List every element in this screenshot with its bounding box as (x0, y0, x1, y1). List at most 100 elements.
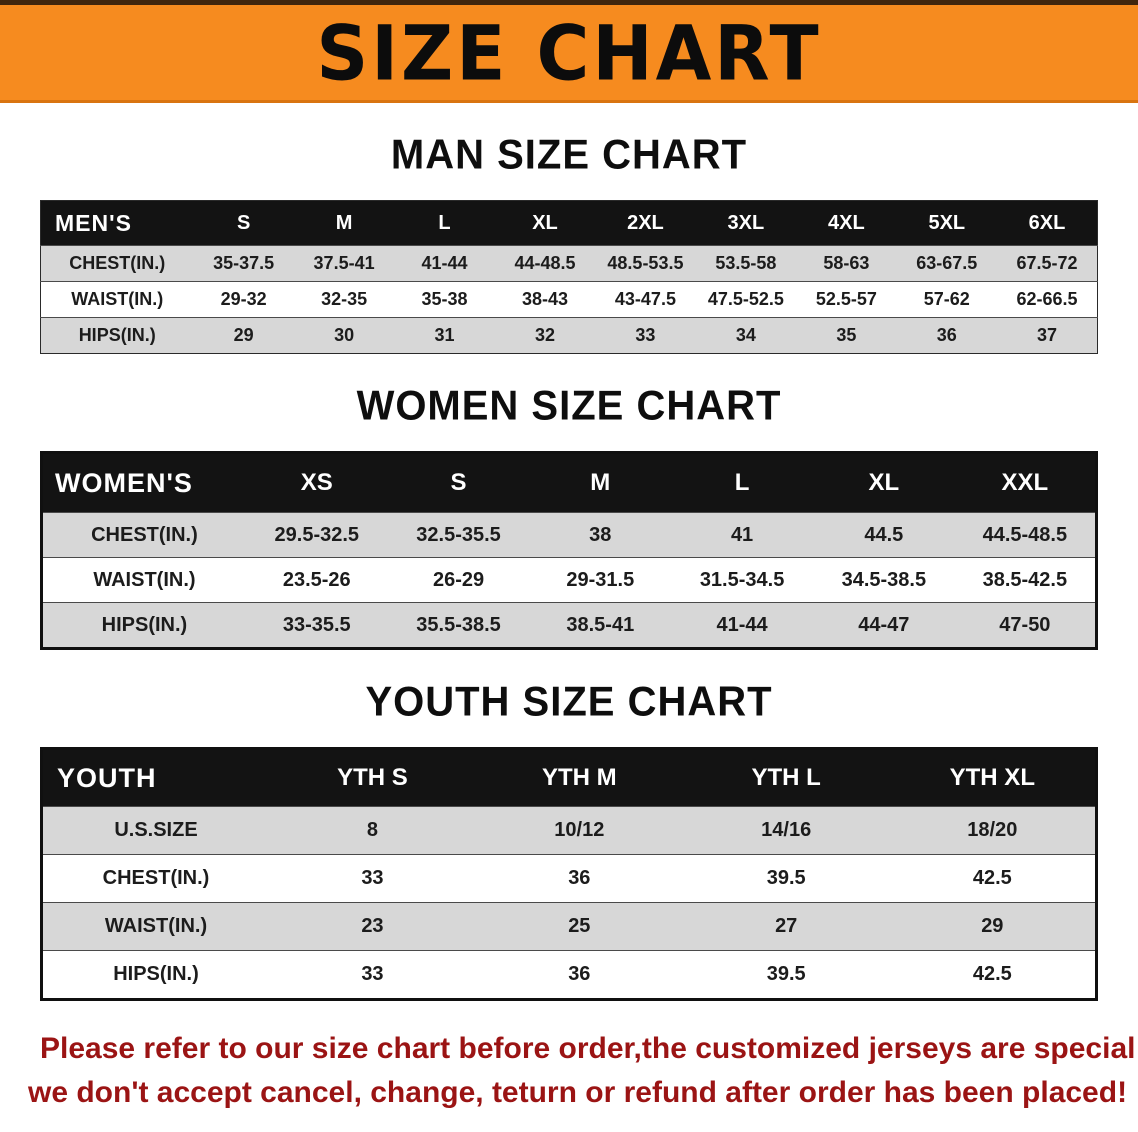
disclaimer-line-1: Please refer to our size chart before or… (40, 1032, 1138, 1065)
cell: 31 (394, 317, 495, 354)
table-row: CHEST(IN.) 33 36 39.5 42.5 (41, 854, 1097, 903)
size-column-header: YTH XL (889, 748, 1097, 807)
size-chart-banner: SIZE CHART (0, 0, 1138, 103)
cell: 29 (889, 902, 1097, 951)
cell: 35-37.5 (193, 245, 294, 282)
cell: 41-44 (671, 602, 813, 649)
row-label: WAIST(IN.) (41, 902, 269, 951)
cell: 38-43 (494, 281, 596, 318)
table-row: WAIST(IN.) 23 25 27 29 (41, 902, 1097, 951)
cell: 53.5-58 (695, 245, 797, 282)
cell: 57-62 (896, 281, 998, 318)
cell: 58-63 (796, 245, 897, 282)
table-row: HIPS(IN.) 33-35.5 35.5-38.5 38.5-41 41-44 44-… (41, 602, 1097, 649)
size-column-header: 2XL (595, 200, 696, 246)
header-row: MEN'S S M L XL 2XL 3XL 4XL 5XL 6XL (40, 200, 1098, 246)
cell: 38.5-42.5 (954, 557, 1097, 603)
cell: 36 (475, 854, 683, 903)
cell: 29-31.5 (529, 557, 672, 603)
cell: 39.5 (682, 854, 890, 903)
size-column-header: YTH L (682, 748, 890, 807)
cell: 35-38 (394, 281, 495, 318)
size-column-header: L (394, 200, 495, 246)
cell: 37 (997, 317, 1098, 354)
size-column-header: 6XL (997, 200, 1098, 246)
cell: 37.5-41 (293, 245, 395, 282)
cell: 26-29 (387, 557, 530, 603)
cell: 42.5 (889, 854, 1097, 903)
cell: 23.5-26 (245, 557, 388, 603)
cell: 8 (269, 806, 476, 855)
table-row: CHEST(IN.) 29.5-32.5 32.5-35.5 38 41 44.5 44.5… (41, 512, 1097, 558)
cell: 29-32 (193, 281, 294, 318)
cell: 67.5-72 (997, 245, 1098, 282)
cell: 41 (671, 512, 813, 558)
cell: 38 (529, 512, 672, 558)
disclaimer-line-2: we don't accept cancel, change, teturn o… (28, 1075, 1128, 1109)
cell: 25 (475, 902, 683, 951)
cell: 44-48.5 (494, 245, 596, 282)
cell: 43-47.5 (595, 281, 696, 318)
size-column-header: S (387, 452, 530, 513)
table-title: WOMEN'S (41, 452, 246, 513)
cell: 23 (269, 902, 476, 951)
cell: 36 (475, 950, 683, 1000)
row-label: CHEST(IN.) (41, 854, 269, 903)
cell: 44.5 (812, 512, 955, 558)
cell: 62-66.5 (997, 281, 1098, 318)
cell: 42.5 (889, 950, 1097, 1000)
disclaimer-note: Please refer to our size chart before or… (28, 1027, 1138, 1114)
cell: 33 (269, 950, 476, 1000)
table-row: HIPS(IN.) 33 36 39.5 42.5 (41, 950, 1097, 1000)
cell: 47.5-52.5 (695, 281, 797, 318)
cell: 36 (896, 317, 998, 354)
women-size-table: WOMEN'S XS S M L XL XXL CHEST(IN.) 29.5-32.5 32.5… (40, 451, 1098, 650)
cell: 31.5-34.5 (671, 557, 813, 603)
men-size-table: MEN'S S M L XL 2XL 3XL 4XL 5XL 6XL CHEST(IN.) 35-37… (40, 200, 1098, 354)
cell: 18/20 (889, 806, 1097, 855)
cell: 27 (682, 902, 890, 951)
cell: 10/12 (475, 806, 683, 855)
size-column-header: M (529, 452, 672, 513)
row-label: WAIST(IN.) (40, 281, 194, 318)
cell: 32 (494, 317, 596, 354)
size-column-header: XS (245, 452, 388, 513)
cell: 41-44 (394, 245, 495, 282)
cell: 29.5-32.5 (245, 512, 388, 558)
page-title: SIZE CHART (316, 8, 822, 97)
table-row: HIPS(IN.) 29 30 31 32 33 34 35 36 37 (40, 317, 1098, 354)
size-column-header: S (193, 200, 294, 246)
size-column-header: XL (812, 452, 955, 513)
header-row: YOUTH YTH S YTH M YTH L YTH XL (41, 748, 1097, 807)
size-column-header: 4XL (796, 200, 897, 246)
size-column-header: 5XL (896, 200, 998, 246)
size-column-header: L (671, 452, 813, 513)
table-row: WAIST(IN.) 23.5-26 26-29 29-31.5 31.5-34.5 34… (41, 557, 1097, 603)
size-column-header: XXL (954, 452, 1097, 513)
cell: 33 (595, 317, 696, 354)
cell: 33-35.5 (245, 602, 388, 649)
size-column-header: M (293, 200, 395, 246)
cell: 44-47 (812, 602, 955, 649)
table-row: CHEST(IN.) 35-37.5 37.5-41 41-44 44-48.5 48.5… (40, 245, 1098, 282)
row-label: CHEST(IN.) (40, 245, 194, 282)
cell: 33 (269, 854, 476, 903)
cell: 63-67.5 (896, 245, 998, 282)
cell: 14/16 (682, 806, 890, 855)
cell: 29 (193, 317, 294, 354)
row-label: U.S.SIZE (41, 806, 269, 855)
size-column-header: XL (494, 200, 596, 246)
cell: 32-35 (293, 281, 395, 318)
youth-size-table: YOUTH YTH S YTH M YTH L YTH XL U.S.SIZE 8 10/12… (40, 747, 1098, 1001)
cell: 39.5 (682, 950, 890, 1000)
cell: 30 (293, 317, 395, 354)
row-label: HIPS(IN.) (40, 317, 194, 354)
cell: 48.5-53.5 (595, 245, 696, 282)
cell: 34 (695, 317, 797, 354)
row-label: WAIST(IN.) (41, 557, 246, 603)
row-label: CHEST(IN.) (41, 512, 246, 558)
row-label: HIPS(IN.) (41, 950, 269, 1000)
cell: 38.5-41 (529, 602, 672, 649)
cell: 34.5-38.5 (812, 557, 955, 603)
size-column-header: YTH M (475, 748, 683, 807)
